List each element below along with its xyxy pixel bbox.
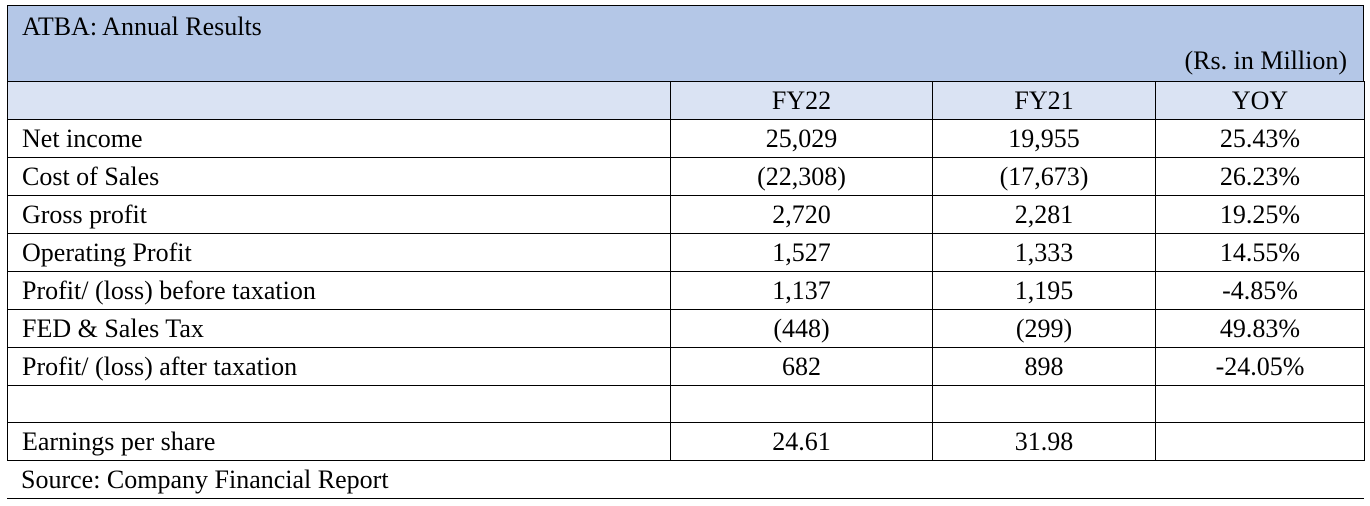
blank-cell xyxy=(670,385,933,423)
value-cell: 1,527 xyxy=(670,233,933,272)
value-cell: 49.83% xyxy=(1155,309,1365,348)
row-label: Operating Profit xyxy=(7,233,671,272)
value-cell: 19,955 xyxy=(932,119,1156,158)
data-row: Profit/ (loss) before taxation 1,137 1,195… xyxy=(7,271,1365,310)
data-row: Profit/ (loss) after taxation 682 898 -24.0… xyxy=(7,347,1365,386)
value-cell: 14.55% xyxy=(1155,233,1365,272)
row-label: Profit/ (loss) before taxation xyxy=(7,271,671,310)
value-cell: 682 xyxy=(670,347,933,386)
data-row: Net income 25,029 19,955 25.43% xyxy=(7,119,1365,158)
value-cell: 898 xyxy=(932,347,1156,386)
value-cell: -4.85% xyxy=(1155,271,1365,310)
row-label: Net income xyxy=(7,119,671,158)
blank-cell xyxy=(932,385,1156,423)
value-cell: (299) xyxy=(932,309,1156,348)
row-label: Earnings per share xyxy=(7,422,671,461)
value-cell: 1,195 xyxy=(932,271,1156,310)
value-cell: -24.05% xyxy=(1155,347,1365,386)
data-row: Cost of Sales (22,308) (17,673) 26.23% xyxy=(7,157,1365,196)
title: ATBA: Annual Results xyxy=(22,12,262,41)
unit-note: (Rs. in Million) xyxy=(1184,46,1347,75)
blank-cell xyxy=(1155,385,1365,423)
value-cell: 24.61 xyxy=(670,422,933,461)
value-cell: (448) xyxy=(670,309,933,348)
row-label: Gross profit xyxy=(7,195,671,234)
data-row: FED & Sales Tax (448) (299) 49.83% xyxy=(7,309,1365,348)
value-cell: 2,720 xyxy=(670,195,933,234)
title-bar: ATBA: Annual Results (Rs. in Million) xyxy=(7,5,1364,81)
column-header: YOY xyxy=(1155,81,1365,120)
column-header: FY22 xyxy=(670,81,933,120)
header-row: FY22 FY21 YOY xyxy=(7,81,1365,120)
value-cell: 1,333 xyxy=(932,233,1156,272)
source-note: Source: Company Financial Report xyxy=(7,461,1364,499)
value-cell: 1,137 xyxy=(670,271,933,310)
data-row: Gross profit 2,720 2,281 19.25% xyxy=(7,195,1365,234)
report: ATBA: Annual Results (Rs. in Million) FY… xyxy=(7,5,1365,499)
value-cell: (17,673) xyxy=(932,157,1156,196)
value-cell: 25,029 xyxy=(670,119,933,158)
value-cell xyxy=(1155,422,1365,461)
value-cell: 2,281 xyxy=(932,195,1156,234)
column-header: FY21 xyxy=(932,81,1156,120)
blank-row xyxy=(7,385,1365,423)
header-cell xyxy=(7,81,671,120)
row-label: FED & Sales Tax xyxy=(7,309,671,348)
value-cell: 26.23% xyxy=(1155,157,1365,196)
row-label: Profit/ (loss) after taxation xyxy=(7,347,671,386)
value-cell: (22,308) xyxy=(670,157,933,196)
data-row: Operating Profit 1,527 1,333 14.55% xyxy=(7,233,1365,272)
blank-cell xyxy=(7,385,671,423)
value-cell: 31.98 xyxy=(932,422,1156,461)
value-cell: 25.43% xyxy=(1155,119,1365,158)
value-cell: 19.25% xyxy=(1155,195,1365,234)
row-label: Cost of Sales xyxy=(7,157,671,196)
results-table: FY22 FY21 YOY Net income 25,029 19,955 25.43% C… xyxy=(7,81,1365,461)
data-row: Earnings per share 24.61 31.98 xyxy=(7,422,1365,461)
